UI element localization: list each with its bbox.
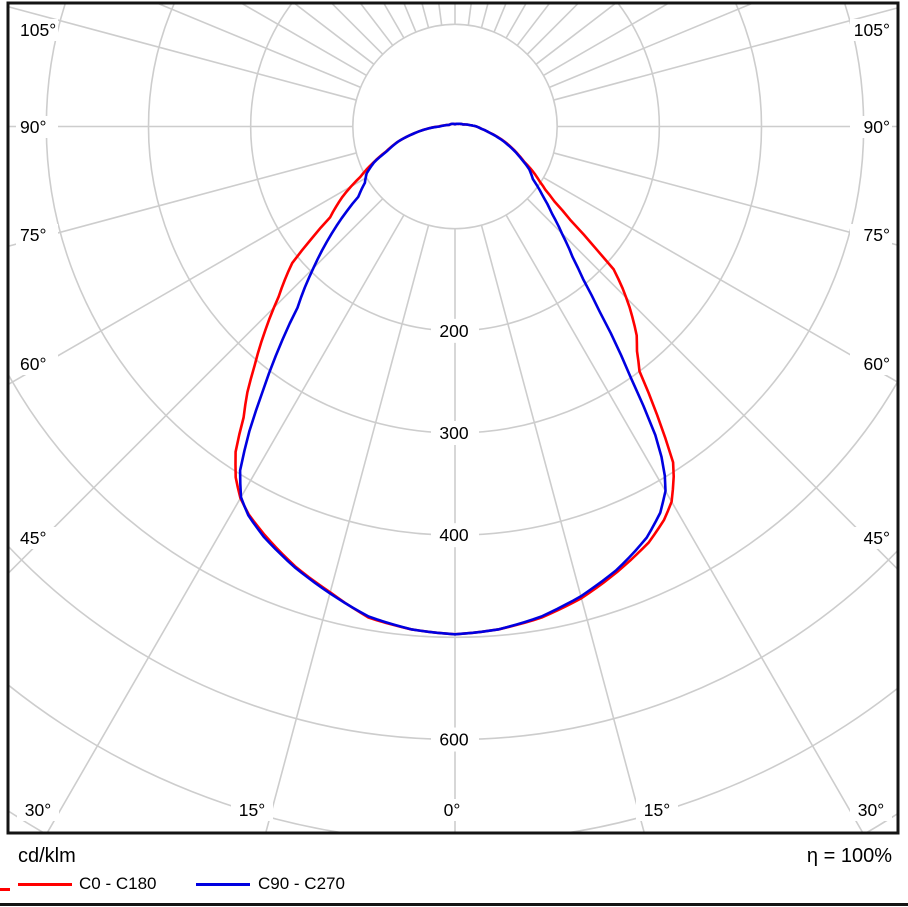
label-backing bbox=[16, 19, 58, 41]
label-backing bbox=[16, 527, 58, 549]
grid-spoke bbox=[46, 214, 405, 833]
grid-spoke bbox=[480, 224, 646, 833]
grid-spoke bbox=[239, 3, 367, 77]
plot-border bbox=[6, 1, 900, 835]
ring-label: 600 bbox=[439, 730, 468, 750]
angle-label-right: 105° bbox=[854, 20, 890, 40]
label-backing bbox=[431, 799, 473, 821]
label-backing bbox=[431, 523, 479, 548]
label-backing bbox=[16, 353, 58, 375]
angle-label-right: 45° bbox=[864, 528, 890, 548]
grid-spoke bbox=[526, 198, 898, 571]
grid-spoke bbox=[543, 3, 671, 77]
label-backing bbox=[850, 799, 892, 821]
angle-label-bottom: 0° bbox=[444, 800, 461, 820]
angle-label-bottom: 15° bbox=[644, 800, 670, 820]
grid-spoke bbox=[549, 3, 756, 89]
grid-spoke bbox=[516, 3, 551, 46]
grid-spoke bbox=[264, 224, 430, 833]
angle-label-left: 105° bbox=[20, 20, 56, 40]
angle-label-bottom: 15° bbox=[239, 800, 265, 820]
angle-label-bottom: 30° bbox=[25, 800, 51, 820]
curve-c90-c270 bbox=[238, 122, 667, 636]
label-backing bbox=[431, 727, 479, 752]
label-backing bbox=[16, 116, 58, 138]
grid-spoke bbox=[8, 176, 367, 386]
ring-label: 400 bbox=[439, 525, 468, 545]
label-backing bbox=[431, 421, 479, 446]
legend-label-c0-c180: C0 - C180 bbox=[79, 874, 157, 893]
legend-line-c0-c180 bbox=[18, 883, 72, 886]
grid-spoke bbox=[154, 3, 361, 89]
efficiency-label: η = 100% bbox=[806, 845, 892, 867]
grid-spoke bbox=[8, 198, 384, 575]
legend-label-c90-c270: C90 - C270 bbox=[258, 874, 345, 893]
unit-label: cd/klm bbox=[18, 845, 76, 867]
angle-label-right: 75° bbox=[864, 225, 890, 245]
grid-spoke bbox=[553, 6, 898, 101]
label-backing bbox=[850, 224, 892, 246]
label-backing bbox=[17, 799, 59, 821]
label-backing bbox=[636, 799, 678, 821]
label-backing bbox=[850, 527, 892, 549]
bottom-frame-line bbox=[0, 903, 908, 906]
legend-line-c90-c270 bbox=[196, 883, 250, 886]
grid-spoke bbox=[543, 176, 898, 384]
angle-label-right: 90° bbox=[864, 117, 890, 137]
clipped-legend-dash bbox=[0, 888, 10, 891]
grid-spoke bbox=[8, 152, 357, 248]
label-backing bbox=[850, 19, 892, 41]
grid-spoke bbox=[8, 5, 357, 101]
angle-label-left: 60° bbox=[20, 354, 46, 374]
label-backing bbox=[16, 224, 58, 246]
angle-label-left: 45° bbox=[20, 528, 46, 548]
grid-ring bbox=[352, 23, 558, 230]
label-backing bbox=[431, 318, 479, 343]
angle-label-left: 75° bbox=[20, 225, 46, 245]
label-backing bbox=[850, 353, 892, 375]
label-backing bbox=[850, 116, 892, 138]
label-backing bbox=[231, 799, 273, 821]
ring-label: 200 bbox=[439, 321, 468, 341]
angle-label-left: 90° bbox=[20, 117, 46, 137]
angle-label-bottom: 30° bbox=[858, 800, 884, 820]
ring-label: 300 bbox=[439, 423, 468, 443]
grid-spoke bbox=[505, 214, 864, 833]
grid-spoke bbox=[553, 152, 898, 247]
grid-ring bbox=[8, 544, 898, 741]
angle-label-right: 60° bbox=[864, 354, 890, 374]
